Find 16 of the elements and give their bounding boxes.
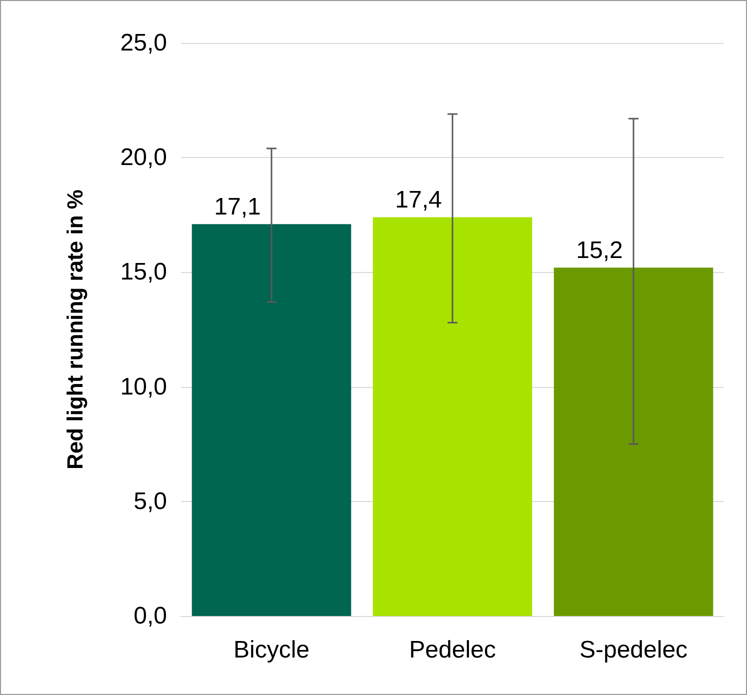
y-tick-label: 10,0 — [120, 373, 167, 400]
y-tick-label: 15,0 — [120, 258, 167, 286]
x-tick-label: Pedelec — [409, 636, 496, 664]
data-label: 17,4 — [395, 186, 442, 214]
y-axis-title: Red light running rate in % — [62, 190, 88, 470]
bar — [372, 217, 532, 616]
data-label: 17,1 — [214, 194, 261, 221]
y-tick-label: 5,0 — [134, 488, 167, 515]
data-label: 15,2 — [576, 237, 623, 264]
y-tick-label: 20,0 — [120, 144, 167, 172]
bar — [192, 224, 352, 616]
x-tick-label: Bicycle — [233, 636, 310, 664]
x-tick-label: S-pedelec — [579, 636, 688, 664]
y-tick-label: 0,0 — [134, 602, 167, 630]
bar — [554, 268, 714, 616]
y-tick-label: 25,0 — [120, 30, 167, 56]
